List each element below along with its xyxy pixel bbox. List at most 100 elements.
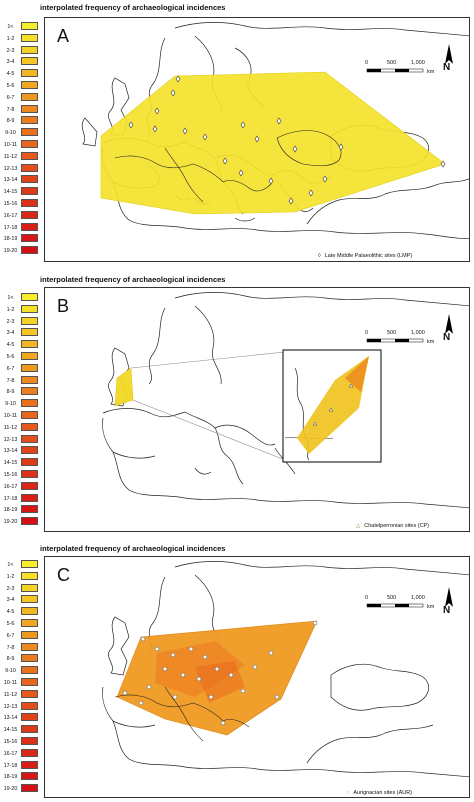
scale-tick-0: 0: [365, 60, 369, 66]
legend-class-label: 12-13: [3, 165, 18, 172]
legend-class-label: 3-4: [6, 597, 15, 604]
legend-row: 14-15: [0, 725, 40, 735]
legend-class-label: 8-9: [6, 118, 15, 125]
panel-letter: C: [57, 565, 70, 585]
legend-color-swatch: [21, 22, 38, 30]
legend-color-swatch: [21, 246, 38, 255]
legend-class-label: 2-3: [6, 47, 15, 54]
legend-row: 10-11: [0, 411, 40, 421]
legend-class-label: 13-14: [3, 177, 18, 184]
site-marker: [172, 694, 178, 700]
legend-class-label: 13-14: [3, 715, 18, 722]
legend-color-swatch: [21, 760, 38, 769]
site-marker: [254, 135, 260, 143]
legend-color-swatch: [21, 234, 38, 243]
legend-color-swatch: [21, 222, 38, 231]
legend-row: 15-16: [0, 737, 40, 747]
legend-row: 17-18: [0, 222, 40, 233]
legend-color-swatch: [21, 57, 38, 66]
legend-color-swatch: [21, 772, 38, 781]
legend-color-swatch: [21, 210, 38, 219]
legend-class-label: 6-7: [6, 632, 15, 639]
panel-letter: A: [57, 26, 70, 46]
site-marker: [308, 189, 314, 197]
legend-color-swatch: [21, 352, 38, 360]
scale-bar-graphic: [366, 603, 424, 608]
legend-color-swatch: [21, 666, 38, 675]
legend-row: 9-10: [0, 128, 40, 138]
legend-row: 15-16: [0, 199, 40, 209]
site-marker: [292, 145, 298, 153]
legend-color-swatch: [21, 607, 38, 616]
site-marker: [175, 75, 181, 83]
legend-color-swatch: [21, 33, 38, 42]
legend-row: 6-7: [0, 363, 40, 374]
north-label: N: [443, 605, 451, 616]
legend-color-swatch: [21, 713, 38, 722]
legend-color-swatch: [21, 560, 38, 568]
site-marker: [208, 694, 214, 700]
legend-row: 19-20: [0, 784, 40, 794]
legend-title: interpolated frequency of archaeological…: [40, 544, 226, 553]
scale-tick-1000: 1,000: [411, 60, 425, 66]
legend-class-label: 12-13: [3, 703, 18, 710]
legend-title: interpolated frequency of archaeological…: [40, 275, 226, 284]
site-marker: [288, 197, 294, 205]
legend-title: interpolated frequency of archaeological…: [40, 3, 226, 12]
site-legend: ○ Aurignacian sites (AUR): [346, 790, 412, 796]
legend-class-label: 10-11: [3, 142, 18, 148]
interpolation-hull: [100, 71, 446, 215]
legend-color-swatch: [21, 116, 38, 125]
legend-row: 13-14: [0, 175, 40, 185]
site-markers: [128, 75, 446, 205]
legend-row: 11-12: [0, 689, 40, 700]
legend-row: 13-14: [0, 446, 40, 456]
legend-row: 10-11: [0, 140, 40, 150]
legend-row: 2-3: [0, 45, 40, 56]
legend-color-swatch: [21, 434, 38, 443]
site-marker: [196, 676, 202, 682]
legend-row: 16-17: [0, 210, 40, 221]
legend-class-label: 9-10: [5, 130, 16, 137]
legend-row: 14-15: [0, 458, 40, 468]
site-marker: [154, 107, 160, 115]
legend-class-label: 11-12: [3, 691, 18, 698]
site-marker: [222, 157, 228, 165]
legend-row: 1-2: [0, 33, 40, 44]
site-marker: [322, 175, 328, 183]
map-canvas: [102, 561, 469, 778]
legend-class-label: 2-3: [6, 585, 15, 592]
legend-row: 19-20: [0, 517, 40, 527]
scale-unit: km: [427, 604, 435, 610]
legend-color-swatch: [21, 583, 38, 592]
inset-site-marker: [328, 407, 334, 412]
legend-color-swatch: [21, 619, 38, 627]
north-arrow-icon: [445, 314, 453, 334]
site-marker: [252, 664, 258, 670]
site-marker: [202, 133, 208, 141]
scale-tick-500: 500: [387, 330, 397, 336]
legend-row: 11-12: [0, 151, 40, 162]
legend-color-swatch: [21, 328, 38, 337]
panel-letter: B: [57, 296, 70, 316]
inset-site-marker: [312, 421, 318, 426]
scale-tick-500: 500: [387, 595, 397, 601]
site-marker: [154, 646, 160, 652]
legend-row: 4-5: [0, 607, 40, 617]
legend-color-swatch: [21, 642, 38, 651]
legend-color-swatch: [21, 340, 38, 349]
legend-color-swatch: [21, 387, 38, 396]
legend-color-swatch: [21, 104, 38, 113]
legend-class-label: 9-10: [5, 668, 16, 675]
legend-class-label: 15-16: [3, 472, 18, 478]
scale-tick-0: 0: [365, 330, 369, 336]
legend-class-label: 7-8: [6, 644, 15, 651]
panel-c: interpolated frequency of archaeological…: [0, 540, 474, 802]
legend-class-label: 3-4: [6, 330, 15, 337]
legend-color-swatch: [21, 411, 38, 419]
site-marker: [152, 125, 158, 133]
legend-class-label: 3-4: [6, 59, 15, 66]
site-marker: [180, 672, 186, 678]
legend-color-swatch: [21, 399, 38, 408]
site-marker: [338, 143, 344, 151]
